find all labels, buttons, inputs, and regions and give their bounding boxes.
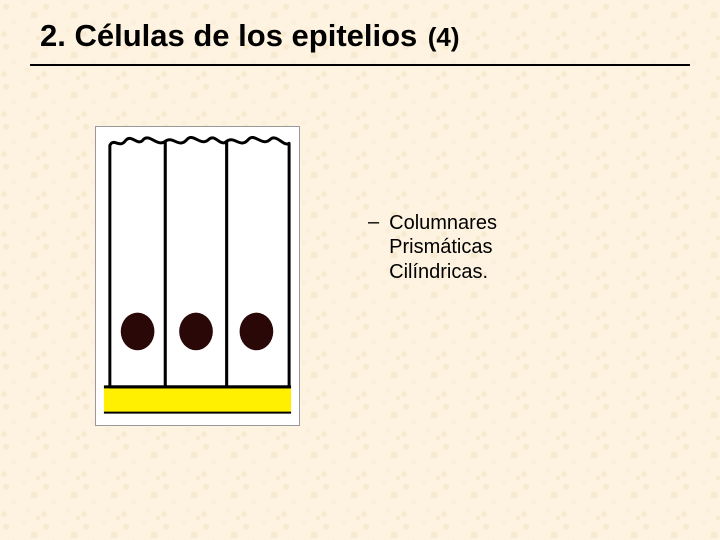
cell-figure	[95, 126, 300, 426]
slide-title: 2. Células de los epitelios	[40, 18, 417, 53]
bullet-line: Columnares	[389, 211, 497, 235]
title-row: 2. Células de los epitelios (4)	[0, 0, 720, 54]
main-area: – Columnares Prismáticas Cilíndricas.	[0, 66, 720, 496]
slide-content: 2. Células de los epitelios (4)	[0, 0, 720, 540]
bullet-line: Cilíndricas.	[389, 260, 497, 284]
slide-title-sub: (4)	[428, 22, 460, 52]
bullet-line: Prismáticas	[389, 235, 497, 259]
bullet-lines: Columnares Prismáticas Cilíndricas.	[389, 211, 497, 284]
bullet-dash: –	[368, 211, 379, 284]
bullet-item: – Columnares Prismáticas Cilíndricas.	[368, 211, 497, 284]
